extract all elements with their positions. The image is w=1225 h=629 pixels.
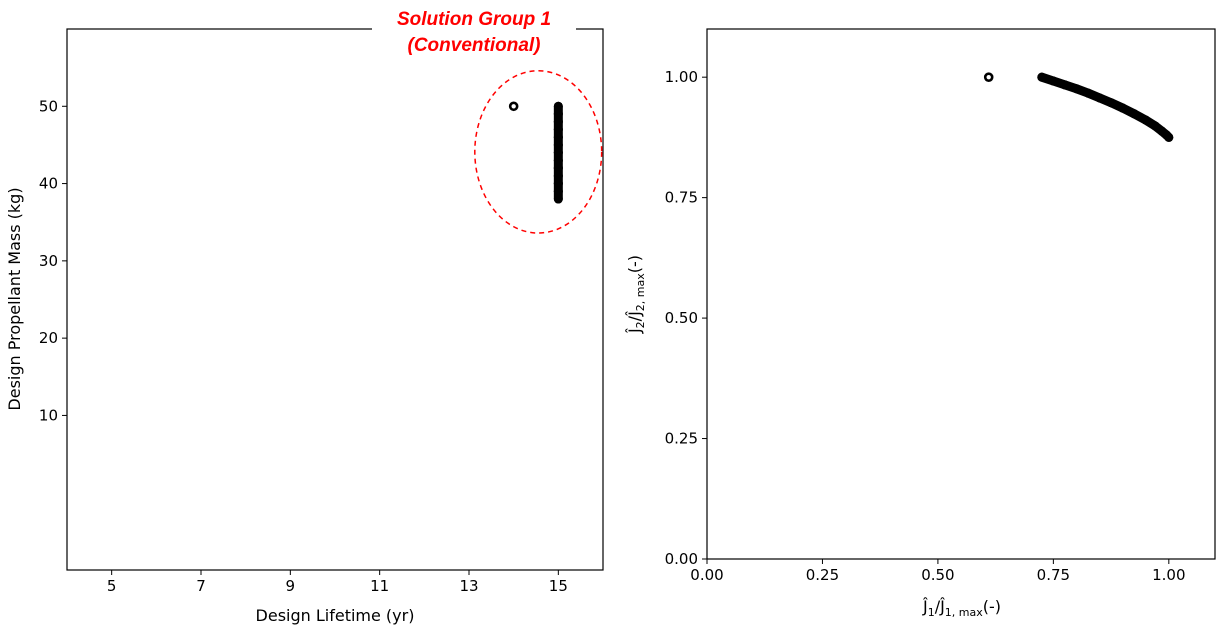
- left-data-point: [553, 186, 563, 196]
- left-data-point: [553, 132, 563, 142]
- left-data-point: [553, 179, 563, 189]
- right-plot-frame: [706, 28, 1216, 560]
- left-plot-frame: [66, 28, 604, 571]
- right-x-tick-label: 0.50: [921, 566, 954, 584]
- left-data-point: [553, 155, 563, 165]
- left-data-point: [508, 101, 519, 112]
- right-x-label-prefix: Ĵ: [922, 597, 928, 616]
- left-y-tick-label: 50: [39, 97, 58, 115]
- right-y-label-sub1: 2: [634, 321, 647, 328]
- right-data-point: [1129, 109, 1139, 119]
- right-data-point: [1095, 93, 1105, 103]
- right-y-ticks: 0.00 0.25 0.50 0.75 1.00: [665, 68, 707, 568]
- right-data-point: [1060, 80, 1070, 90]
- left-x-tick-label: 5: [107, 577, 117, 595]
- right-data-point: [1071, 84, 1081, 94]
- right-y-tick-label: 0.50: [665, 309, 698, 327]
- left-x-tick-label: 9: [286, 577, 296, 595]
- left-x-axis-label: Design Lifetime (yr): [256, 606, 415, 625]
- left-data-point: [553, 101, 563, 111]
- left-x-tick-label: 7: [196, 577, 206, 595]
- right-data-point: [1150, 121, 1160, 131]
- annotation-backdrop: [372, 3, 576, 57]
- left-x-tick-label: 15: [549, 577, 568, 595]
- right-y-tick-label: 0.25: [665, 430, 698, 448]
- left-data-point: [553, 117, 563, 127]
- left-data-point: [553, 194, 563, 204]
- right-y-label-slash: /Ĵ: [625, 311, 644, 321]
- right-y-tick-label: 0.75: [665, 189, 698, 207]
- right-y-axis-label: Ĵ2/Ĵ2, max(-): [625, 255, 647, 334]
- right-x-tick-label: 1.00: [1152, 566, 1185, 584]
- right-data-point: [1106, 98, 1116, 108]
- right-data-point: [1037, 72, 1047, 82]
- right-data-point: [1083, 88, 1093, 98]
- right-x-tick-label: 0.00: [690, 566, 723, 584]
- left-chart: 5 7 9 11 13 15 10 20 30 40 50 Design Lifetime (yr…: [5, 3, 604, 625]
- right-x-label-sub1: 1: [928, 606, 935, 619]
- left-data-point: [553, 171, 563, 181]
- right-y-tick-label: 1.00: [665, 68, 698, 86]
- left-x-tick-label: 13: [459, 577, 478, 595]
- right-data-point: [1141, 115, 1151, 125]
- left-y-tick-label: 30: [39, 252, 58, 270]
- right-x-label-sub2: 1, max: [945, 606, 983, 619]
- left-y-axis-label: Design Propellant Mass (kg): [5, 187, 24, 410]
- left-data-point: [553, 148, 563, 158]
- left-y-tick-label: 20: [39, 329, 58, 347]
- right-x-tick-label: 0.75: [1037, 566, 1070, 584]
- right-x-label-slash: /Ĵ: [935, 597, 945, 616]
- right-y-tick-label: 0.00: [665, 550, 698, 568]
- right-data-point: [1048, 76, 1058, 86]
- right-x-ticks: 0.00 0.25 0.50 0.75 1.00: [690, 559, 1186, 584]
- left-x-tick-label: 11: [370, 577, 389, 595]
- right-x-axis-label: Ĵ1/Ĵ1, max(-): [922, 597, 1001, 619]
- annotation-line-1: Solution Group 1: [397, 9, 551, 30]
- left-y-tick-label: 40: [39, 175, 58, 193]
- right-data-point: [1164, 132, 1174, 142]
- right-data-point: [1118, 103, 1128, 113]
- left-points: [508, 101, 563, 204]
- annotation-line-2: (Conventional): [408, 35, 541, 56]
- right-y-label-unit: (-): [625, 255, 644, 273]
- right-x-label-unit: (-): [983, 597, 1001, 616]
- right-chart: 0.00 0.25 0.50 0.75 1.00 0.00 0.25 0.50 0.75 1.0…: [625, 28, 1216, 619]
- left-data-point: [553, 140, 563, 150]
- left-data-point: [553, 163, 563, 173]
- left-x-ticks: 5 7 9 11 13 15: [107, 570, 568, 595]
- solution-group-ellipse: [474, 69, 603, 234]
- left-y-tick-label: 10: [39, 406, 58, 424]
- left-y-ticks: 10 20 30 40 50: [39, 97, 67, 424]
- left-data-point: [553, 124, 563, 134]
- right-data-point: [983, 72, 994, 82]
- right-y-label-prefix: Ĵ: [625, 328, 644, 334]
- right-y-label-sub2: 2, max: [634, 273, 647, 311]
- right-points: [983, 72, 1174, 142]
- right-x-tick-label: 0.25: [806, 566, 839, 584]
- left-data-point: [553, 109, 563, 119]
